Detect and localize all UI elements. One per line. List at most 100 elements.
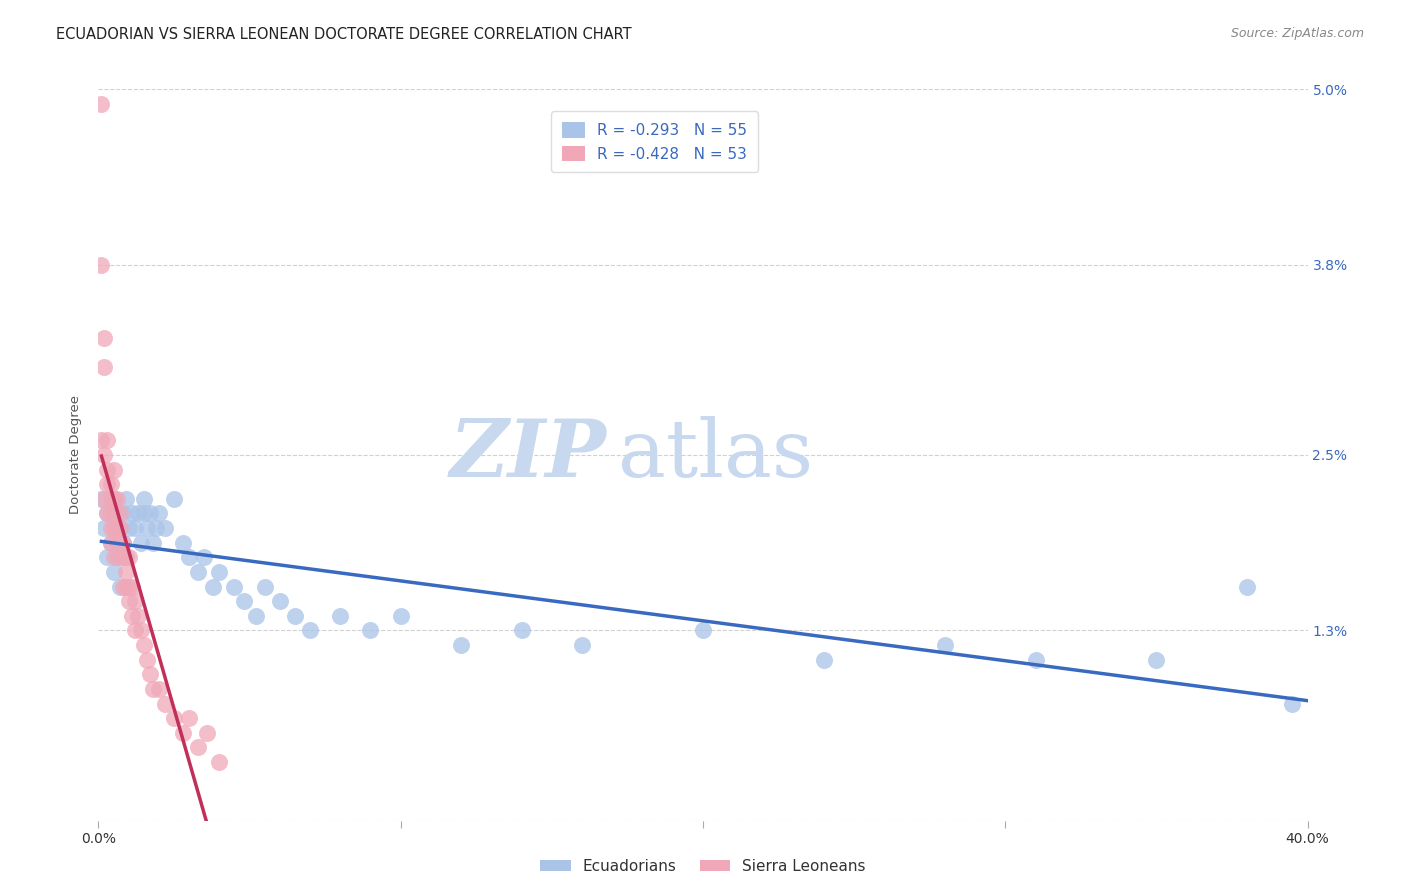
Point <box>103 550 125 565</box>
Point <box>108 507 131 521</box>
Point <box>132 491 155 506</box>
Point <box>148 681 170 696</box>
Point <box>108 521 131 535</box>
Point <box>389 608 412 623</box>
Point <box>135 521 157 535</box>
Point <box>571 638 593 652</box>
Point <box>103 491 125 506</box>
Point <box>172 726 194 740</box>
Point <box>96 477 118 491</box>
Point <box>269 594 291 608</box>
Point <box>187 740 209 755</box>
Point <box>114 550 136 565</box>
Point <box>90 434 112 448</box>
Point <box>121 608 143 623</box>
Legend: R = -0.293   N = 55, R = -0.428   N = 53: R = -0.293 N = 55, R = -0.428 N = 53 <box>551 112 758 172</box>
Point <box>299 624 322 638</box>
Point <box>100 535 122 549</box>
Point <box>195 726 218 740</box>
Point <box>114 491 136 506</box>
Point <box>96 507 118 521</box>
Text: atlas: atlas <box>619 416 814 494</box>
Point <box>114 580 136 594</box>
Legend: Ecuadorians, Sierra Leoneans: Ecuadorians, Sierra Leoneans <box>534 853 872 880</box>
Point <box>124 624 146 638</box>
Point <box>163 491 186 506</box>
Point <box>105 535 128 549</box>
Point <box>224 580 246 594</box>
Point <box>108 550 131 565</box>
Point <box>108 580 131 594</box>
Point <box>100 491 122 506</box>
Point <box>100 477 122 491</box>
Point <box>145 521 167 535</box>
Point <box>284 608 307 623</box>
Point <box>118 580 141 594</box>
Point <box>232 594 254 608</box>
Point <box>142 535 165 549</box>
Point <box>111 535 134 549</box>
Point <box>93 521 115 535</box>
Point <box>90 491 112 506</box>
Point <box>329 608 352 623</box>
Point <box>132 507 155 521</box>
Point <box>108 521 131 535</box>
Point <box>135 653 157 667</box>
Point <box>103 521 125 535</box>
Point <box>127 608 149 623</box>
Point <box>103 507 125 521</box>
Point <box>172 535 194 549</box>
Point <box>118 521 141 535</box>
Point <box>90 96 112 111</box>
Y-axis label: Doctorate Degree: Doctorate Degree <box>69 395 83 515</box>
Point <box>153 697 176 711</box>
Point <box>96 434 118 448</box>
Point <box>105 491 128 506</box>
Point <box>93 448 115 462</box>
Point <box>153 521 176 535</box>
Point <box>111 580 134 594</box>
Point <box>1024 653 1046 667</box>
Point <box>148 507 170 521</box>
Point <box>179 711 201 725</box>
Point <box>934 638 956 652</box>
Point <box>90 258 112 272</box>
Point <box>813 653 835 667</box>
Point <box>139 667 162 681</box>
Point <box>179 550 201 565</box>
Point <box>103 462 125 476</box>
Point <box>124 594 146 608</box>
Point <box>96 462 118 476</box>
Text: Source: ZipAtlas.com: Source: ZipAtlas.com <box>1230 27 1364 40</box>
Point <box>118 550 141 565</box>
Point <box>96 550 118 565</box>
Point <box>114 565 136 579</box>
Point <box>105 521 128 535</box>
Point <box>132 638 155 652</box>
Point <box>245 608 267 623</box>
Point <box>111 550 134 565</box>
Point <box>100 507 122 521</box>
Point <box>142 681 165 696</box>
Point <box>118 594 141 608</box>
Point <box>124 521 146 535</box>
Point <box>96 507 118 521</box>
Point <box>163 711 186 725</box>
Point <box>208 565 231 579</box>
Point <box>121 507 143 521</box>
Point <box>360 624 382 638</box>
Point <box>93 331 115 345</box>
Point <box>111 535 134 549</box>
Point <box>100 535 122 549</box>
Point <box>193 550 215 565</box>
Point <box>692 624 714 638</box>
Point <box>1281 697 1303 711</box>
Point <box>202 580 225 594</box>
Point <box>129 624 152 638</box>
Point <box>187 565 209 579</box>
Point <box>105 507 128 521</box>
Point <box>1144 653 1167 667</box>
Point <box>129 535 152 549</box>
Point <box>1236 580 1258 594</box>
Point <box>93 360 115 375</box>
